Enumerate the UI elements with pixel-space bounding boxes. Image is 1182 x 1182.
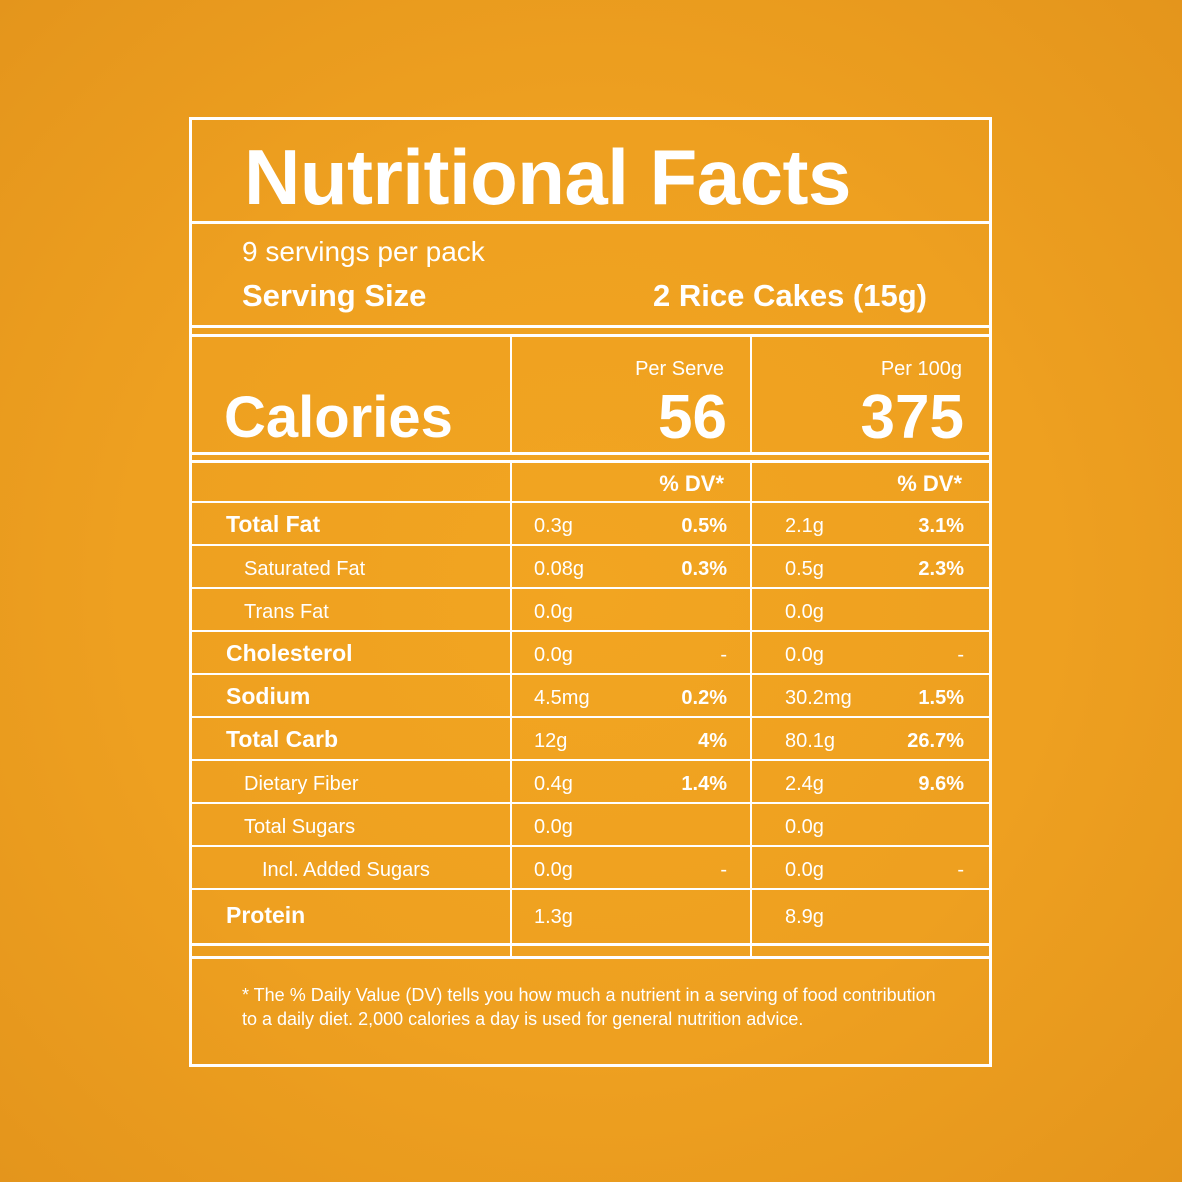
nutrient-name: Total Carb <box>226 726 339 752</box>
table-row: Total Sugars 0.0g 0.0g <box>192 804 989 847</box>
nutrient-name: Total Fat <box>226 511 321 537</box>
per-100g-dv: 2.3% <box>918 558 964 580</box>
footnote-text: * The % Daily Value (DV) tells you how m… <box>242 985 936 1029</box>
per-100g-label: Per 100g <box>880 358 962 380</box>
nutrition-facts-panel: Nutritional Facts 9 servings per pack Se… <box>189 117 992 1067</box>
table-row: Total Fat 0.3g 0.5% 2.1g 3.1% <box>192 503 989 546</box>
per-100g-dv: 26.7% <box>907 730 964 752</box>
table-column-divider <box>750 460 752 956</box>
calories-block: Calories Per Serve 56 Per 100g 375 <box>192 334 989 455</box>
nutrient-name: Sodium <box>226 683 311 709</box>
per-100g-dv: 9.6% <box>918 773 964 795</box>
per-100g-dv: - <box>957 644 964 666</box>
table-row: Cholesterol 0.0g - 0.0g - <box>192 632 989 675</box>
nutrient-name: Dietary Fiber <box>244 773 359 795</box>
serving-size-value: 2 Rice Cakes (15g) <box>653 278 927 313</box>
per-100g-amount: 0.0g <box>785 859 824 881</box>
per-serve-amount: 0.0g <box>534 601 573 623</box>
table-row: Total Carb 12g 4% 80.1g 26.7% <box>192 718 989 761</box>
table-row: Protein 1.3g 8.9g <box>192 890 989 946</box>
per-serve-dv: 0.3% <box>681 558 727 580</box>
per-100g-calories: 375 <box>860 383 964 452</box>
dv-header-per-serve: % DV* <box>659 471 724 496</box>
title-box: Nutritional Facts <box>192 120 989 224</box>
table-row: Dietary Fiber 0.4g 1.4% 2.4g 9.6% <box>192 761 989 804</box>
per-serve-amount: 0.3g <box>534 515 573 537</box>
per-serve-dv: - <box>720 859 727 881</box>
per-100g-amount: 0.0g <box>785 644 824 666</box>
per-serve-calories: 56 <box>658 383 727 452</box>
per-serve-amount: 12g <box>534 730 568 752</box>
per-100g-amount: 2.4g <box>785 773 824 795</box>
per-serve-dv: 1.4% <box>681 773 727 795</box>
nutrient-name: Trans Fat <box>244 601 329 623</box>
table-column-divider <box>510 460 512 956</box>
per-serve-amount: 1.3g <box>534 906 573 928</box>
page-title: Nutritional Facts <box>244 133 851 221</box>
per-100g-amount: 0.5g <box>785 558 824 580</box>
serving-info: 9 servings per pack Serving Size 2 Rice … <box>192 224 989 328</box>
nutrient-name: Saturated Fat <box>244 558 366 580</box>
per-serve-amount: 0.0g <box>534 859 573 881</box>
dv-header-row: % DV* % DV* <box>192 460 989 503</box>
per-serve-dv: - <box>720 644 727 666</box>
table-row: Incl. Added Sugars 0.0g - 0.0g - <box>192 847 989 890</box>
per-serve-amount: 0.08g <box>534 558 585 580</box>
per-serve-dv: 4% <box>698 730 727 752</box>
per-100g-dv: - <box>957 859 964 881</box>
per-serve-dv: 0.5% <box>681 515 727 537</box>
nutrient-name: Cholesterol <box>226 640 353 666</box>
servings-per-pack: 9 servings per pack <box>242 236 485 267</box>
per-100g-amount: 0.0g <box>785 601 824 623</box>
nutrient-name: Total Sugars <box>244 816 356 838</box>
per-serve-dv: 0.2% <box>681 687 727 709</box>
per-100g-amount: 80.1g <box>785 730 836 752</box>
per-100g-amount: 2.1g <box>785 515 824 537</box>
per-100g-dv: 3.1% <box>918 515 964 537</box>
serving-size-label: Serving Size <box>242 278 427 313</box>
per-serve-amount: 0.4g <box>534 773 573 795</box>
nutrient-name: Protein <box>226 902 306 928</box>
per-100g-dv: 1.5% <box>918 687 964 709</box>
table-row: Sodium 4.5mg 0.2% 30.2mg 1.5% <box>192 675 989 718</box>
per-serve-amount: 0.0g <box>534 816 573 838</box>
per-serve-amount: 4.5mg <box>534 687 590 709</box>
table-row: Saturated Fat 0.08g 0.3% 0.5g 2.3% <box>192 546 989 589</box>
per-100g-amount: 0.0g <box>785 816 824 838</box>
nutrient-name: Incl. Added Sugars <box>262 859 430 881</box>
footnote-box: * The % Daily Value (DV) tells you how m… <box>192 956 989 1064</box>
column-divider <box>750 337 752 452</box>
dv-header-per-100g: % DV* <box>897 471 962 496</box>
per-serve-label: Per Serve <box>635 358 724 380</box>
per-100g-amount: 8.9g <box>785 906 824 928</box>
table-row: Trans Fat 0.0g 0.0g <box>192 589 989 632</box>
column-divider <box>510 337 512 452</box>
per-serve-amount: 0.0g <box>534 644 573 666</box>
per-100g-amount: 30.2mg <box>785 687 852 709</box>
calories-label: Calories <box>224 385 453 450</box>
